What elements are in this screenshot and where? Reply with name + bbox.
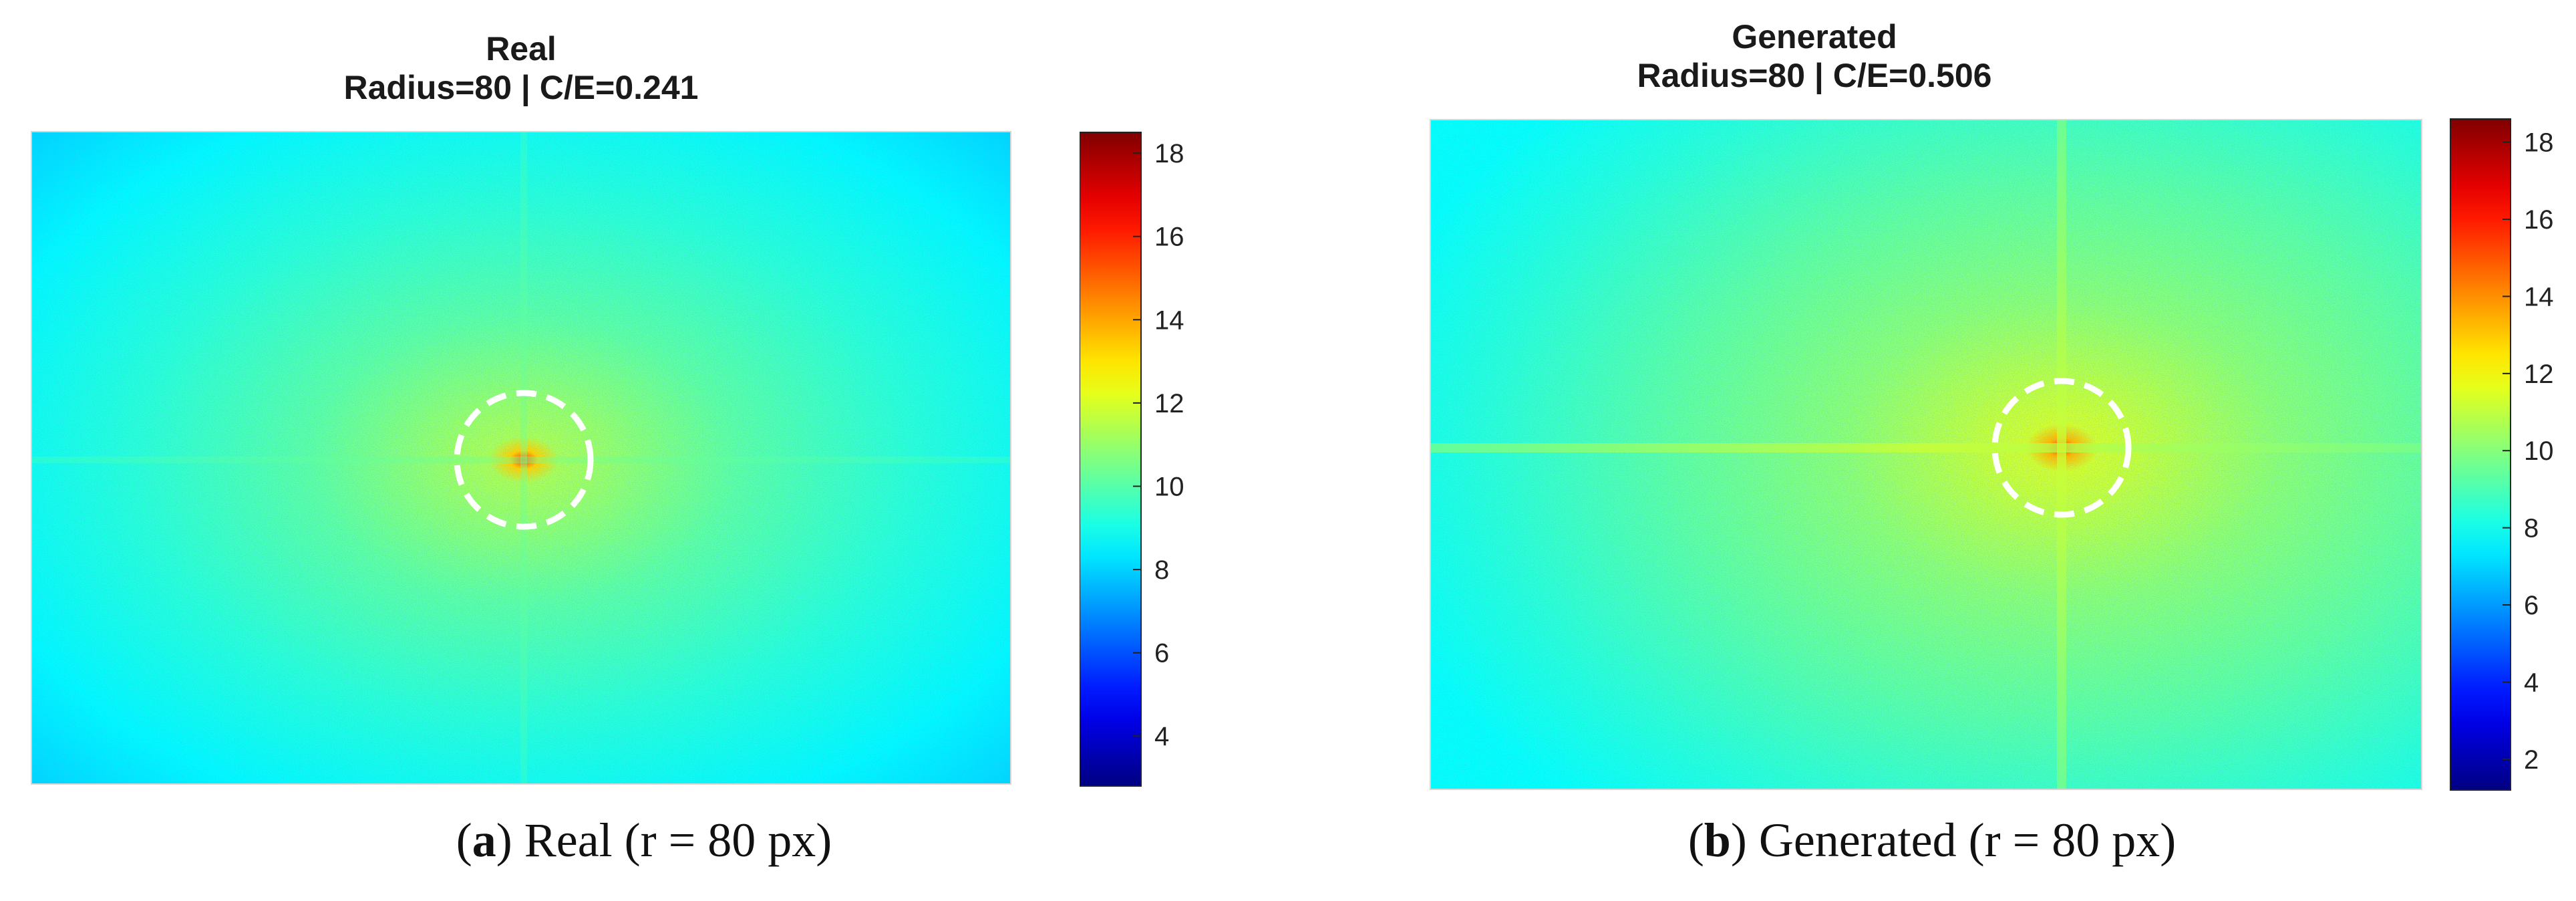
spectrum-noise bbox=[1431, 120, 2421, 789]
colorbar-tick-label: 2 bbox=[2524, 745, 2539, 775]
radius-circle bbox=[454, 390, 594, 530]
caption-letter: b bbox=[1704, 813, 1731, 867]
colorbar-tick-label: 14 bbox=[1154, 305, 1184, 335]
title-line: Generated bbox=[1732, 18, 1897, 55]
chart-title: Generated Radius=80 | C/E=0.506 bbox=[1447, 17, 2182, 95]
colorbar-tick-label: 18 bbox=[2524, 128, 2554, 158]
colorbar-tick-label: 6 bbox=[1154, 639, 1169, 668]
colorbar-tick-label: 12 bbox=[2524, 360, 2554, 389]
vertical-axis-line bbox=[2057, 120, 2066, 789]
colorbar-tick-label: 4 bbox=[1154, 722, 1169, 751]
colorbar: 4 6 8 10 12 14 16 18 bbox=[1080, 131, 1240, 789]
figure-caption: (a) Real (r = 80 px) bbox=[456, 813, 832, 867]
colorbar-svg: 4 6 8 10 12 14 16 18 bbox=[1080, 132, 1184, 787]
radius-circle bbox=[1991, 378, 2132, 518]
heatmap-svg bbox=[32, 132, 1010, 783]
caption-text: Real (r = 80 px) bbox=[524, 813, 832, 867]
caption-letter: a bbox=[472, 813, 496, 867]
subtitle-line: Radius=80 | C/E=0.506 bbox=[1637, 57, 1992, 94]
colorbar-tick-label: 10 bbox=[1154, 472, 1184, 501]
horizontal-axis-line bbox=[1431, 443, 2421, 453]
title-line: Real bbox=[486, 30, 556, 68]
chart-title: Real Radius=80 | C/E=0.241 bbox=[154, 29, 889, 107]
panel-generated: Generated Radius=80 | C/E=0.506 2 4 6 8 10 12… bbox=[1288, 0, 2576, 901]
colorbar-tick-label: 14 bbox=[2524, 282, 2554, 311]
colorbar-svg: 2 4 6 8 10 12 14 16 18 bbox=[2450, 118, 2554, 791]
heatmap-svg bbox=[1431, 120, 2421, 789]
colorbar-tick-label: 16 bbox=[2524, 205, 2554, 235]
spectrum-heatmap bbox=[1430, 119, 2422, 790]
colorbar-tick-label: 12 bbox=[1154, 389, 1184, 418]
colorbar-tick-label: 6 bbox=[2524, 591, 2539, 620]
colorbar-tick-label: 4 bbox=[2524, 668, 2539, 697]
colorbar-gradient bbox=[1080, 132, 1142, 787]
colorbar-tick-label: 16 bbox=[1154, 223, 1184, 252]
vertical-axis-line bbox=[520, 132, 527, 783]
colorbar-tick-label: 10 bbox=[2524, 436, 2554, 466]
subtitle-line: Radius=80 | C/E=0.241 bbox=[343, 69, 699, 106]
figure-caption: (b) Generated (r = 80 px) bbox=[1687, 813, 2177, 867]
colorbar: 2 4 6 8 10 12 14 16 18 bbox=[2449, 118, 2576, 793]
colorbar-tick-label: 8 bbox=[1154, 555, 1169, 585]
colorbar-tick-label: 18 bbox=[1154, 139, 1184, 168]
spectrum-heatmap bbox=[31, 131, 1011, 785]
colorbar-gradient bbox=[2450, 118, 2511, 791]
caption-text: Generated (r = 80 px) bbox=[1758, 813, 2177, 867]
panel-real: Real Radius=80 | C/E=0.241 4 6 8 10 12 14 16 18… bbox=[31, 29, 1240, 867]
colorbar-tick-label: 8 bbox=[2524, 514, 2539, 543]
